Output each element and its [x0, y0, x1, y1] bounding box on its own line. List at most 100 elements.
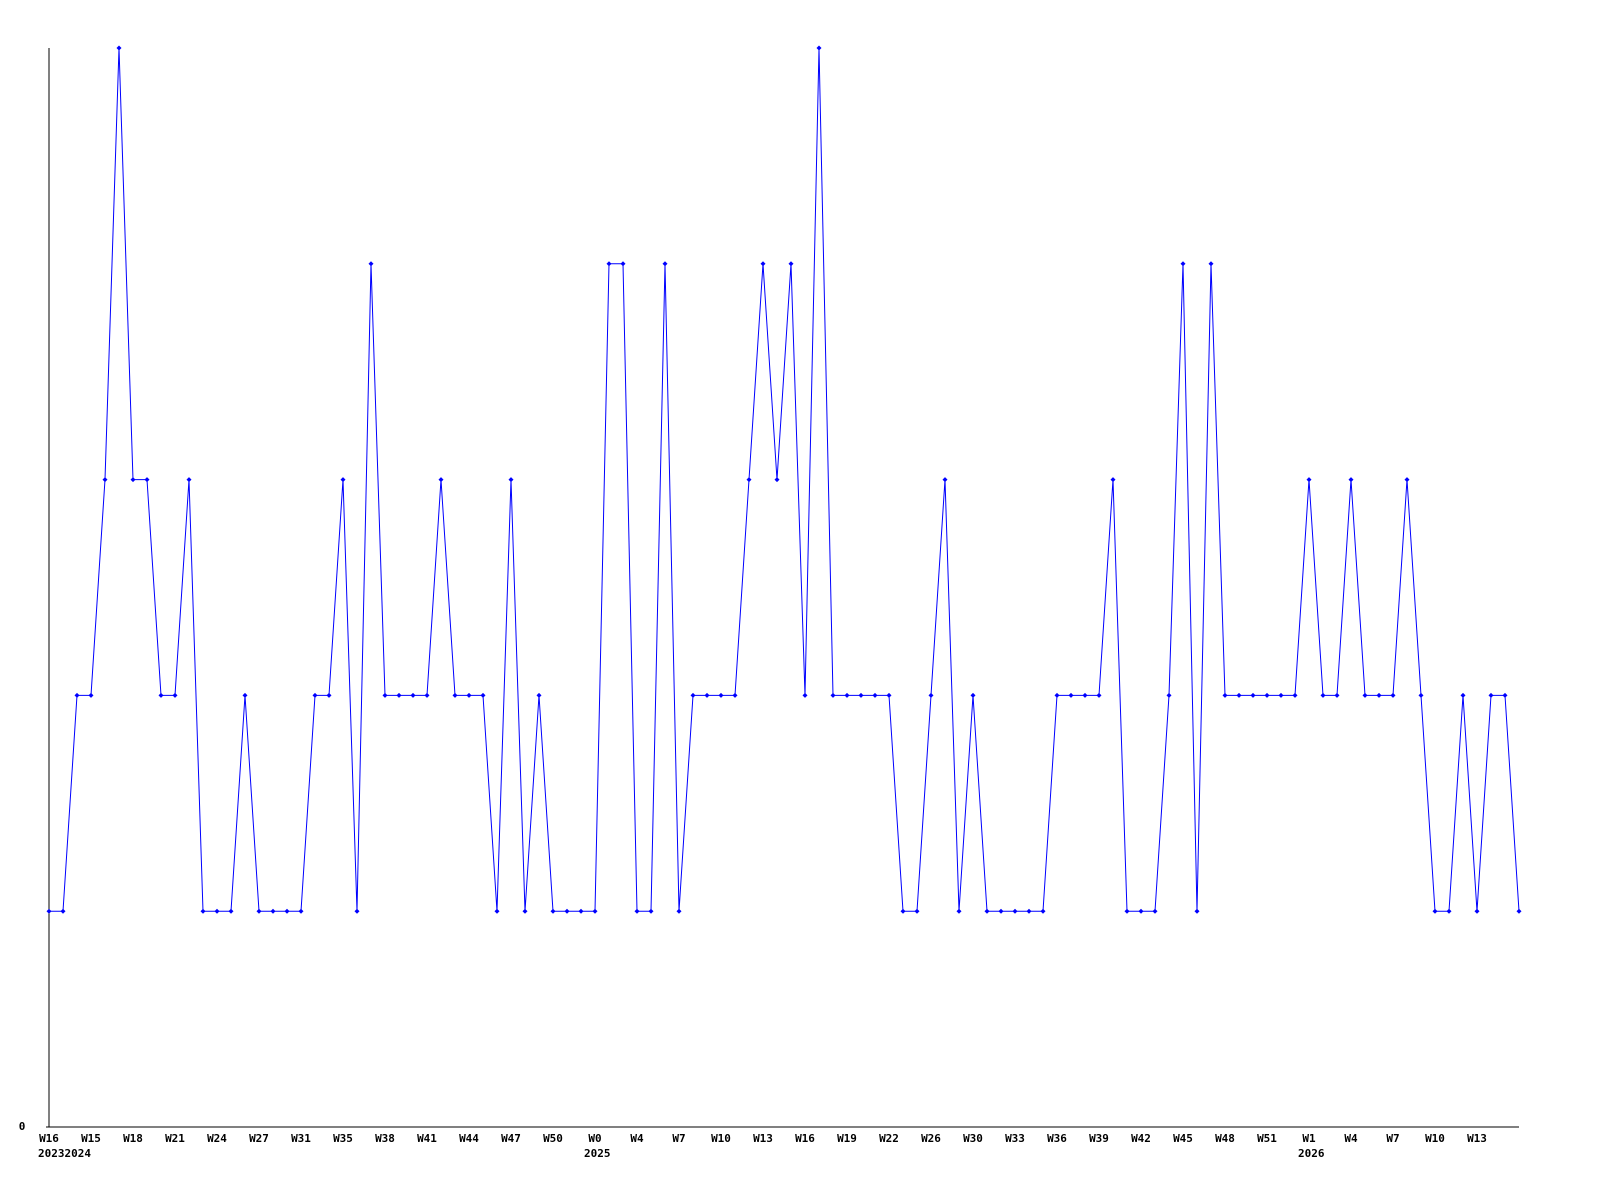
point-marker	[1068, 692, 1074, 698]
point-marker	[1348, 477, 1354, 483]
point-marker	[340, 477, 346, 483]
point-marker	[508, 477, 514, 483]
point-marker	[214, 908, 220, 914]
point-marker	[284, 908, 290, 914]
point-marker	[256, 908, 262, 914]
point-marker	[1362, 692, 1368, 698]
x-tick-label: W31	[291, 1132, 311, 1145]
point-marker	[466, 692, 472, 698]
point-marker	[1418, 692, 1424, 698]
x-tick-label: W30	[963, 1132, 983, 1145]
point-marker	[130, 477, 136, 483]
point-marker	[802, 692, 808, 698]
point-marker	[1054, 692, 1060, 698]
point-marker	[1180, 261, 1186, 267]
point-marker	[690, 692, 696, 698]
point-marker	[1208, 261, 1214, 267]
point-marker	[1404, 477, 1410, 483]
point-marker	[564, 908, 570, 914]
point-marker	[452, 692, 458, 698]
point-marker	[158, 692, 164, 698]
x-tick-label: W13	[1467, 1132, 1487, 1145]
point-marker	[1474, 908, 1480, 914]
point-marker	[1236, 692, 1242, 698]
point-marker	[1306, 477, 1312, 483]
point-marker	[1460, 692, 1466, 698]
x-year-label: 2026	[1298, 1147, 1325, 1160]
x-tick-label: W42	[1131, 1132, 1151, 1145]
point-marker	[298, 908, 304, 914]
x-tick-label: W36	[1047, 1132, 1067, 1145]
point-marker	[410, 692, 416, 698]
point-marker	[396, 692, 402, 698]
x-tick-label: W24	[207, 1132, 227, 1145]
point-marker	[914, 908, 920, 914]
x-tick-label: W35	[333, 1132, 353, 1145]
point-marker	[998, 908, 1004, 914]
x-tick-label: W41	[417, 1132, 437, 1145]
point-marker	[1376, 692, 1382, 698]
point-marker	[858, 692, 864, 698]
point-marker	[732, 692, 738, 698]
point-marker	[494, 908, 500, 914]
x-tick-label: W4	[1344, 1132, 1358, 1145]
x-tick-label: W10	[1425, 1132, 1445, 1145]
point-marker	[480, 692, 486, 698]
point-marker	[1124, 908, 1130, 914]
x-tick-label: W16	[39, 1132, 59, 1145]
point-marker	[1026, 908, 1032, 914]
x-tick-label: W27	[249, 1132, 269, 1145]
point-marker	[550, 908, 556, 914]
point-marker	[900, 908, 906, 914]
x-tick-label: W50	[543, 1132, 563, 1145]
x-tick-label: W7	[1386, 1132, 1399, 1145]
point-marker	[270, 908, 276, 914]
x-tick-label: W7	[672, 1132, 685, 1145]
point-marker	[1096, 692, 1102, 698]
point-marker	[326, 692, 332, 698]
x-tick-label: W33	[1005, 1132, 1025, 1145]
point-marker	[424, 692, 430, 698]
point-marker	[102, 477, 108, 483]
x-tick-label: W4	[630, 1132, 644, 1145]
point-marker	[844, 692, 850, 698]
point-marker	[354, 908, 360, 914]
point-marker	[816, 45, 822, 51]
point-marker	[116, 45, 122, 51]
point-marker	[312, 692, 318, 698]
point-marker	[536, 692, 542, 698]
x-tick-label: W10	[711, 1132, 731, 1145]
point-marker	[186, 477, 192, 483]
x-tick-label: W22	[879, 1132, 899, 1145]
point-marker	[984, 908, 990, 914]
point-marker	[88, 692, 94, 698]
point-marker	[1166, 692, 1172, 698]
point-marker	[60, 908, 66, 914]
point-marker	[592, 908, 598, 914]
point-marker	[522, 908, 528, 914]
x-tick-label: W45	[1173, 1132, 1193, 1145]
point-marker	[1502, 692, 1508, 698]
point-marker	[620, 261, 626, 267]
x-tick-label: W51	[1257, 1132, 1277, 1145]
point-marker	[200, 908, 206, 914]
x-tick-label: W39	[1089, 1132, 1109, 1145]
point-marker	[676, 908, 682, 914]
point-marker	[760, 261, 766, 267]
x-tick-label: W48	[1215, 1132, 1235, 1145]
point-marker	[634, 908, 640, 914]
point-marker	[1390, 692, 1396, 698]
point-marker	[928, 692, 934, 698]
point-marker	[662, 261, 668, 267]
x-tick-label: W16	[795, 1132, 815, 1145]
point-marker	[578, 908, 584, 914]
point-marker	[1264, 692, 1270, 698]
point-marker	[970, 692, 976, 698]
point-marker	[886, 692, 892, 698]
point-marker	[1516, 908, 1522, 914]
x-tick-label: W0	[588, 1132, 601, 1145]
point-marker	[1082, 692, 1088, 698]
point-marker	[1250, 692, 1256, 698]
